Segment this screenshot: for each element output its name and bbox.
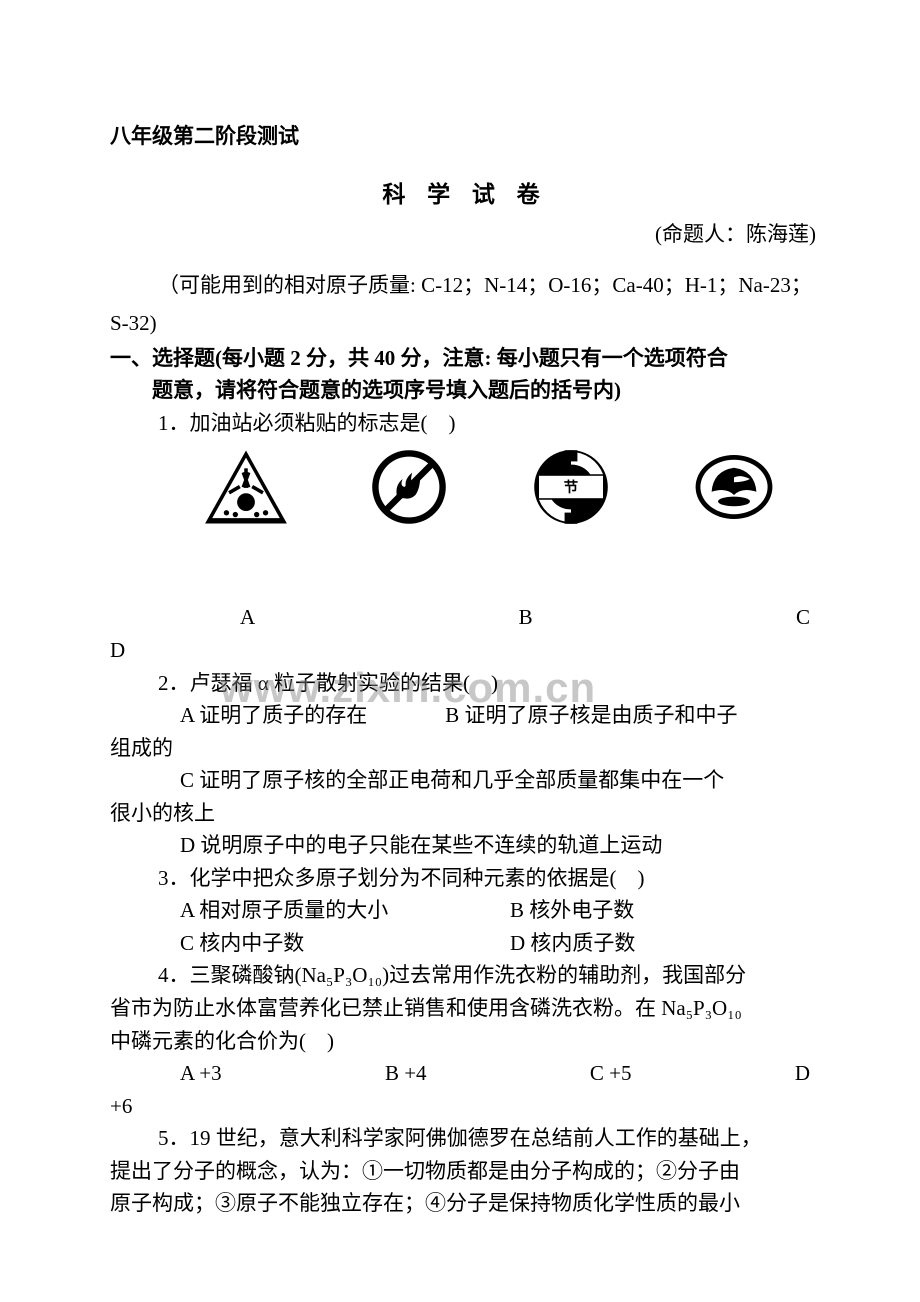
question-5-line2: 提出了分子的概念，认为：①一切物质都是由分子构成的；②分子由 bbox=[110, 1155, 820, 1188]
question-4-line2: 省市为防止水体富营养化已禁止销售和使用含磷洗衣粉。在 Na₅P₃O₁₀ bbox=[110, 992, 820, 1025]
q2-opt-b-part2: 组成的 bbox=[110, 732, 820, 765]
question-3-row2: C 核内中子数 D 核内质子数 bbox=[110, 927, 820, 960]
save-water-icon: 节 bbox=[526, 447, 616, 527]
section-heading: 一、选择题(每小题 2 分，共 40 分，注意: 每小题只有一个选项符合 题意，… bbox=[110, 342, 820, 407]
svg-text:节: 节 bbox=[564, 479, 578, 496]
option-b-label: B bbox=[519, 601, 533, 634]
question-4-line1: 4．三聚磷酸钠(Na₅P₃O₁₀)过去常用作洗衣粉的辅助剂，我国部分 bbox=[110, 959, 820, 992]
page-title: 科 学 试 卷 bbox=[110, 177, 820, 213]
q3-opt-a: A 相对原子质量的大小 bbox=[180, 894, 510, 927]
doc-title: 八年级第二阶段测试 bbox=[110, 120, 820, 153]
q2-opt-c-line2: 很小的核上 bbox=[110, 797, 820, 830]
section-heading-line1: 一、选择题(每小题 2 分，共 40 分，注意: 每小题只有一个选项符合 bbox=[110, 346, 728, 370]
q2-opt-c-line1: C 证明了原子核的全部正电荷和几乎全部质量都集中在一个 bbox=[110, 764, 820, 797]
question-5-line1: 5．19 世纪，意大利科学家阿佛伽德罗在总结前人工作的基础上， bbox=[110, 1122, 820, 1155]
no-fire-icon bbox=[364, 447, 454, 527]
question-4-line3: 中磷元素的化合价为( ) bbox=[110, 1025, 820, 1058]
question-3-text: 3．化学中把众多原子划分为不同种元素的依据是( ) bbox=[110, 862, 820, 895]
question-5-line3: 原子构成；③原子不能独立存在；④分子是保持物质化学性质的最小 bbox=[110, 1187, 820, 1220]
q4-opt-b: B +4 bbox=[385, 1057, 427, 1090]
option-c-label: C bbox=[796, 601, 810, 634]
q2-opt-b-part1: B 证明了原子核是由质子和中子 bbox=[445, 703, 737, 727]
atomic-mass-note-2: S-32) bbox=[110, 307, 820, 340]
green-food-icon bbox=[689, 447, 779, 527]
q4-opt-a: A +3 bbox=[180, 1057, 222, 1090]
q3-opt-d: D 核内质子数 bbox=[510, 927, 820, 960]
question-4-options: A +3 B +4 C +5 D bbox=[110, 1057, 820, 1090]
section-heading-line2: 题意，请将符合题意的选项序号填入题后的括号内) bbox=[110, 374, 820, 407]
option-d-label: D bbox=[110, 634, 820, 667]
q3-opt-b: B 核外电子数 bbox=[510, 894, 820, 927]
question-2-text: 2．卢瑟福 α 粒子散射实验的结果( ) bbox=[110, 667, 820, 700]
q2-opt-d: D 说明原子中的电子只能在某些不连续的轨道上运动 bbox=[110, 829, 820, 862]
question-1-text: 1．加油站必须粘贴的标志是( ) bbox=[110, 407, 820, 440]
explosive-warning-icon bbox=[201, 447, 291, 527]
question-1-option-labels: A B C bbox=[110, 601, 820, 634]
option-a-label: A bbox=[240, 601, 255, 634]
q4-opt-d2: +6 bbox=[110, 1090, 820, 1123]
question-3-row1: A 相对原子质量的大小 B 核外电子数 bbox=[110, 894, 820, 927]
question-1-images: 节 bbox=[110, 439, 820, 531]
author-line: (命题人：陈海莲) bbox=[110, 218, 820, 251]
q4-opt-d: D bbox=[795, 1057, 810, 1090]
question-2-option-ab: A 证明了质子的存在 B 证明了原子核是由质子和中子 bbox=[110, 699, 820, 732]
q3-opt-c: C 核内中子数 bbox=[180, 927, 510, 960]
q4-opt-c: C +5 bbox=[590, 1057, 632, 1090]
q2-opt-a: A 证明了质子的存在 bbox=[180, 699, 440, 732]
atomic-mass-note-1: （可能用到的相对原子质量: C-12；N-14；O-16；Ca-40；H-1；N… bbox=[110, 269, 820, 302]
